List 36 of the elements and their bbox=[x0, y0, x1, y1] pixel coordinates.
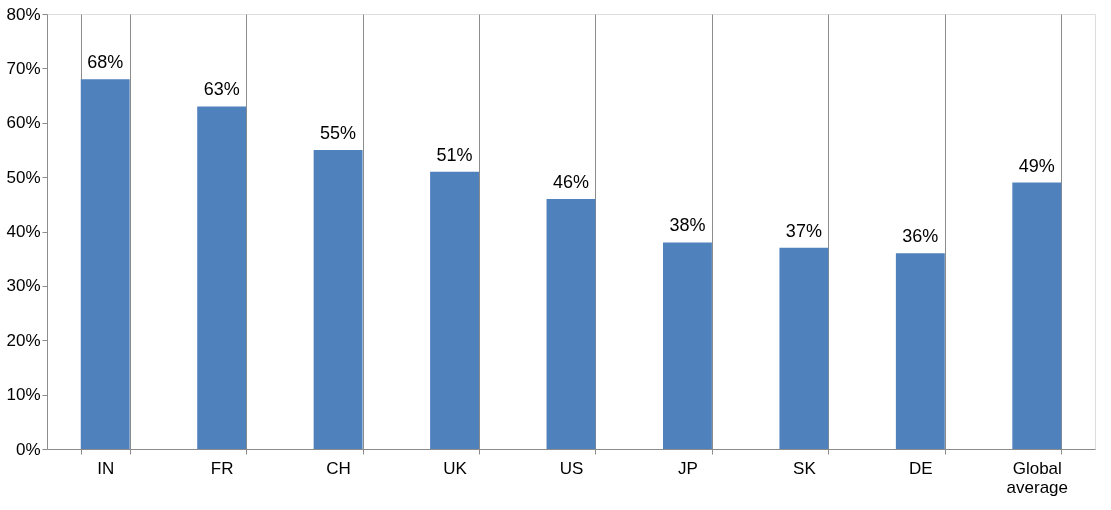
y-tick-label: 80% bbox=[6, 4, 41, 24]
data-label: 36% bbox=[902, 226, 939, 247]
bar bbox=[430, 171, 480, 449]
x-tick-label: UK bbox=[443, 458, 468, 478]
x-tick-label: JP bbox=[678, 458, 698, 478]
data-label: 51% bbox=[436, 144, 473, 165]
y-tick-label: 60% bbox=[6, 113, 41, 133]
bar bbox=[1012, 182, 1062, 449]
bar bbox=[197, 106, 247, 449]
x-tick-label: SK bbox=[793, 458, 817, 478]
x-tick-label: US bbox=[559, 458, 584, 478]
data-label: 38% bbox=[669, 215, 706, 236]
y-tick-label: 30% bbox=[6, 276, 41, 296]
bar bbox=[80, 79, 130, 449]
y-tick-label: 20% bbox=[6, 330, 41, 350]
x-tick-label: DE bbox=[909, 458, 933, 478]
y-tick-label: 10% bbox=[6, 385, 41, 405]
y-tick-label: 50% bbox=[6, 167, 41, 187]
bar bbox=[662, 242, 712, 449]
data-label: 37% bbox=[785, 220, 822, 241]
y-tick-label: 40% bbox=[6, 222, 41, 241]
x-tick-label: FR bbox=[210, 458, 234, 478]
data-label: 63% bbox=[203, 79, 240, 100]
data-label: 55% bbox=[320, 122, 357, 143]
bar bbox=[546, 198, 596, 449]
x-tick-label: Global average bbox=[1006, 458, 1068, 497]
y-tick-label: 70% bbox=[6, 58, 41, 78]
data-label: 46% bbox=[552, 171, 590, 192]
bar bbox=[779, 247, 829, 449]
y-tick-label: 0% bbox=[15, 439, 41, 459]
bar bbox=[313, 149, 363, 449]
data-label: 49% bbox=[1018, 155, 1055, 176]
bar bbox=[895, 253, 945, 449]
data-label: 68% bbox=[87, 52, 124, 73]
x-tick-label: IN bbox=[97, 458, 115, 478]
x-tick-label: CH bbox=[326, 458, 351, 478]
